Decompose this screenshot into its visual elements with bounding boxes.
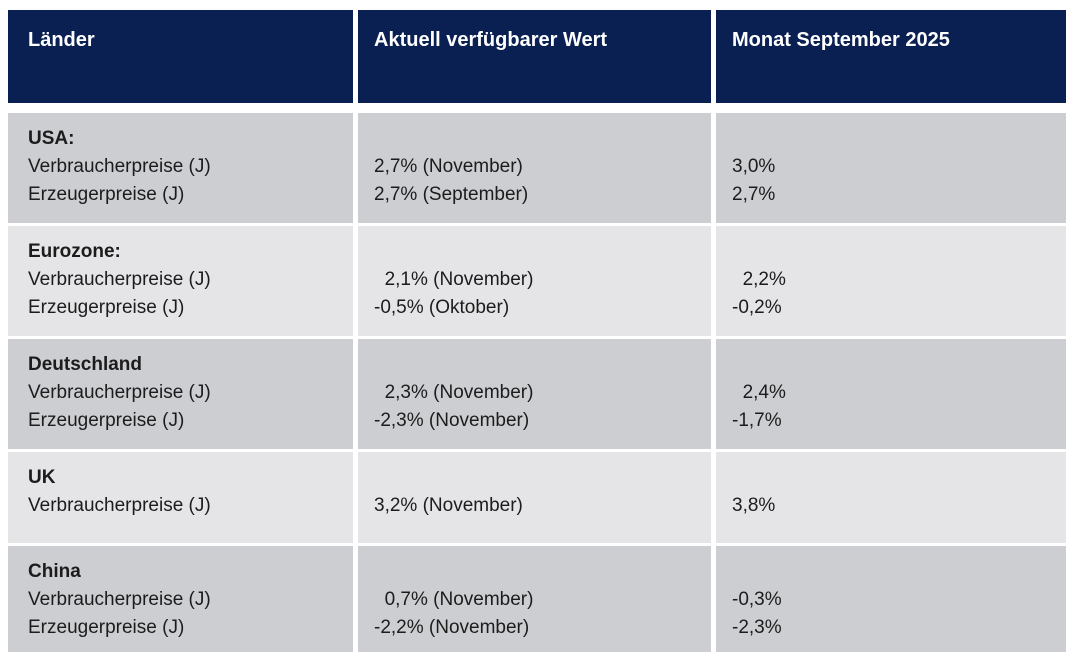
spacer xyxy=(732,125,1056,153)
spacer xyxy=(374,351,701,379)
current-values: 0,7% (November) -2,2% (November) xyxy=(374,589,534,638)
spacer xyxy=(732,351,1056,379)
country-name: USA: xyxy=(28,128,75,149)
september-values: 2,4% -1,7% xyxy=(732,382,786,431)
indicator-labels: Verbraucherpreise (J) Erzeugerpreise (J) xyxy=(28,156,211,205)
september-value-cell: 2,2% -0,2% xyxy=(716,226,1066,336)
september-value-cell: 3,0% 2,7% xyxy=(716,113,1066,223)
september-values: 2,2% -0,2% xyxy=(732,269,786,318)
header-cell-aktueller-wert: Aktuell verfügbarer Wert xyxy=(358,10,711,103)
current-value-cell: 3,2% (November) xyxy=(358,452,711,543)
current-values: 2,1% (November) -0,5% (Oktober) xyxy=(374,269,534,318)
table-row-usa: USA: Verbraucherpreise (J) Erzeugerpreis… xyxy=(8,113,1066,223)
indicator-labels: Verbraucherpreise (J) Erzeugerpreise (J) xyxy=(28,589,211,638)
country-name: UK xyxy=(28,467,56,488)
spacer xyxy=(374,558,701,586)
indicator-labels: Verbraucherpreise (J) Erzeugerpreise (J) xyxy=(28,382,211,431)
current-values: 2,7% (November) 2,7% (September) xyxy=(374,156,529,205)
country-cell: USA: Verbraucherpreise (J) Erzeugerpreis… xyxy=(8,113,353,223)
table-row-eurozone: Eurozone: Verbraucherpreise (J) Erzeuger… xyxy=(8,226,1066,336)
indicator-labels: Verbraucherpreise (J) xyxy=(28,495,211,516)
header-cell-laender: Länder xyxy=(8,10,353,103)
header-cell-monat-september: Monat September 2025 xyxy=(716,10,1066,103)
spacer xyxy=(732,238,1056,266)
spacer xyxy=(374,125,701,153)
table-header-row: Länder Aktuell verfügbarer Wert Monat Se… xyxy=(8,10,1066,103)
indicator-labels: Verbraucherpreise (J) Erzeugerpreise (J) xyxy=(28,269,211,318)
current-value-cell: 2,1% (November) -0,5% (Oktober) xyxy=(358,226,711,336)
country-cell: China Verbraucherpreise (J) Erzeugerprei… xyxy=(8,546,353,652)
country-cell: Eurozone: Verbraucherpreise (J) Erzeuger… xyxy=(8,226,353,336)
september-value-cell: 3,8% xyxy=(716,452,1066,543)
september-values: 3,0% 2,7% xyxy=(732,156,776,205)
current-value-cell: 2,7% (November) 2,7% (September) xyxy=(358,113,711,223)
country-cell: UK Verbraucherpreise (J) xyxy=(8,452,353,543)
spacer xyxy=(374,464,701,492)
september-value-cell: 2,4% -1,7% xyxy=(716,339,1066,449)
spacer xyxy=(374,238,701,266)
country-name: China xyxy=(28,561,81,582)
country-cell: Deutschland Verbraucherpreise (J) Erzeug… xyxy=(8,339,353,449)
september-values: -0,3% -2,3% xyxy=(732,589,782,638)
table-row-deutschland: Deutschland Verbraucherpreise (J) Erzeug… xyxy=(8,339,1066,449)
spacer xyxy=(732,558,1056,586)
september-values: 3,8% xyxy=(732,495,776,516)
september-value-cell: -0,3% -2,3% xyxy=(716,546,1066,652)
inflation-table: Länder Aktuell verfügbarer Wert Monat Se… xyxy=(8,10,1066,652)
spacer xyxy=(732,464,1056,492)
table-row-uk: UK Verbraucherpreise (J) 3,2% (November)… xyxy=(8,452,1066,543)
country-name: Deutschland xyxy=(28,354,143,375)
table-row-china: China Verbraucherpreise (J) Erzeugerprei… xyxy=(8,546,1066,652)
current-values: 3,2% (November) xyxy=(374,495,523,516)
current-value-cell: 0,7% (November) -2,2% (November) xyxy=(358,546,711,652)
current-value-cell: 2,3% (November) -2,3% (November) xyxy=(358,339,711,449)
current-values: 2,3% (November) -2,3% (November) xyxy=(374,382,534,431)
country-name: Eurozone: xyxy=(28,241,121,262)
